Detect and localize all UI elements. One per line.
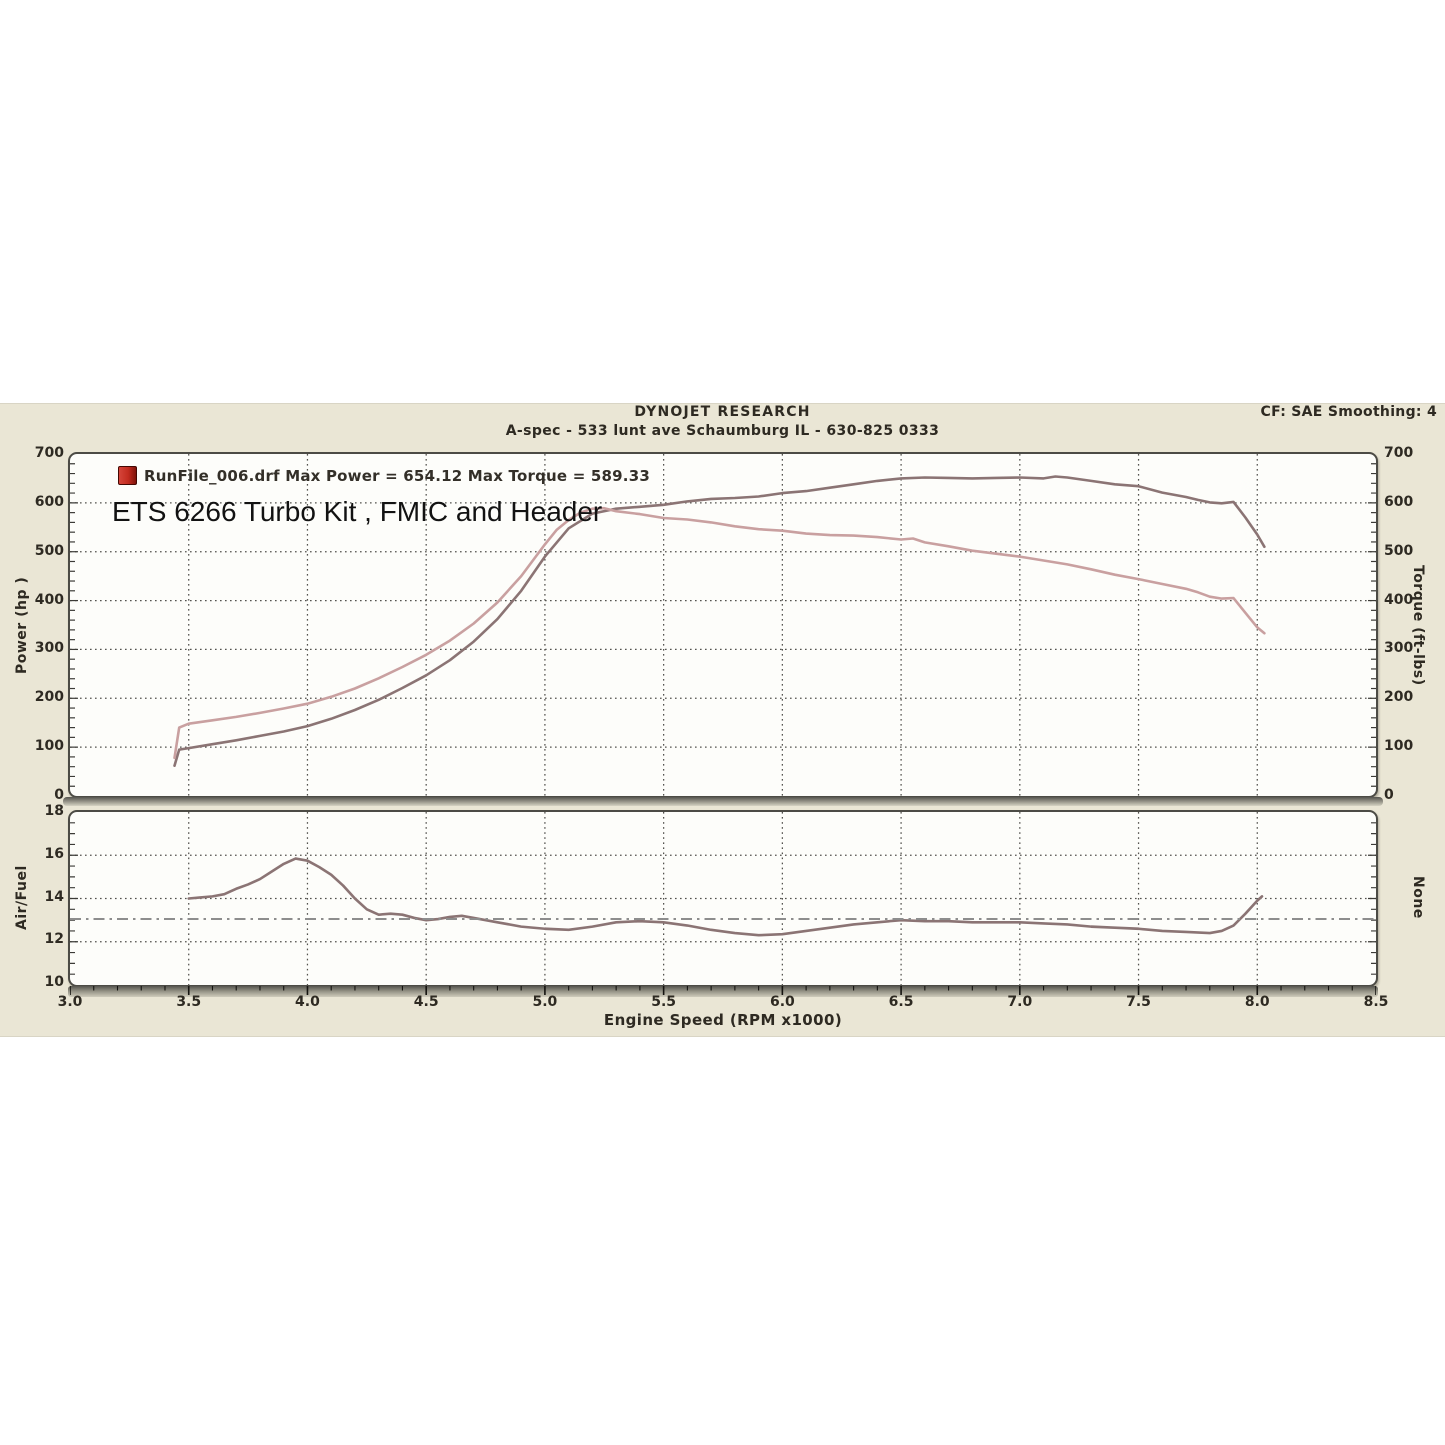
x-tick-label: 5.0	[532, 994, 558, 1010]
y-tick-label-right: 100	[1384, 738, 1414, 755]
y-tick-label-right: 600	[1384, 493, 1414, 510]
y-tick-label-left: 400	[34, 591, 64, 608]
y-tick-label-left: 600	[34, 493, 64, 510]
x-tick-label: 7.0	[1007, 994, 1033, 1010]
x-tick-label: 5.5	[651, 994, 677, 1010]
x-axis-tick-strip	[68, 986, 1378, 997]
chart-separator-bar	[63, 797, 1383, 806]
y-tick-label-right: 0	[1384, 787, 1394, 803]
y-tick-label-left: 0	[54, 787, 64, 803]
x-axis-ticks	[70, 986, 1376, 995]
y-tick-label-right: 300	[1384, 640, 1414, 657]
power-torque-chart	[70, 454, 1376, 796]
run-legend-text: RunFile_006.drf Max Power = 654.12 Max T…	[144, 466, 650, 485]
secondary-axis-label: None	[1410, 876, 1426, 919]
airfuel-chart	[70, 812, 1376, 985]
run-legend: RunFile_006.drf Max Power = 654.12 Max T…	[118, 466, 650, 485]
y-tick-label-left: 200	[34, 689, 64, 706]
y-tick-label-right: 500	[1384, 542, 1414, 559]
y-tick-label-left: 100	[34, 738, 64, 755]
y-tick-label-left: 10	[44, 974, 64, 990]
y-tick-label-left: 18	[44, 803, 64, 819]
x-tick-label: 4.0	[295, 994, 320, 1010]
correction-smoothing-info: CF: SAE Smoothing: 4	[1260, 404, 1437, 420]
shop-address: A-spec - 533 lunt ave Schaumburg IL - 63…	[505, 423, 940, 439]
y-tick-label-left: 300	[34, 640, 64, 657]
y-tick-label-left: 16	[44, 845, 64, 862]
run-file-icon	[118, 466, 137, 485]
y-tick-label-left: 14	[44, 888, 64, 905]
x-tick-label: 8.0	[1244, 994, 1270, 1010]
power-torque-plot-frame	[68, 452, 1378, 798]
x-tick-label: 4.5	[413, 994, 439, 1010]
x-tick-label: 3.0	[57, 994, 83, 1010]
torque-ft-lbs-curve	[173, 506, 1266, 760]
x-tick-label: 6.0	[769, 994, 795, 1010]
y-tick-label-left: 500	[34, 542, 64, 559]
setup-caption: ETS 6266 Turbo Kit , FMIC and Header	[112, 496, 603, 527]
y-tick-label-left: 700	[34, 445, 64, 461]
power-hp-curve	[173, 475, 1266, 768]
y-tick-label-right: 700	[1384, 445, 1414, 461]
page-title: DYNOJET RESEARCH	[634, 404, 811, 420]
y-tick-label-left: 12	[44, 931, 64, 948]
torque-axis-label: Torque (ft-lbs)	[1410, 564, 1426, 686]
x-axis-title: Engine Speed (RPM x1000)	[603, 1011, 843, 1029]
y-tick-label-right: 200	[1384, 689, 1414, 706]
air-fuelcurve	[187, 857, 1264, 937]
x-tick-label: 3.5	[176, 994, 202, 1010]
x-tick-label: 6.5	[888, 994, 914, 1010]
airfuel-plot-frame	[68, 810, 1378, 987]
x-tick-label: 8.5	[1363, 994, 1389, 1010]
y-tick-label-right: 400	[1384, 591, 1414, 608]
x-tick-label: 7.5	[1126, 994, 1151, 1010]
